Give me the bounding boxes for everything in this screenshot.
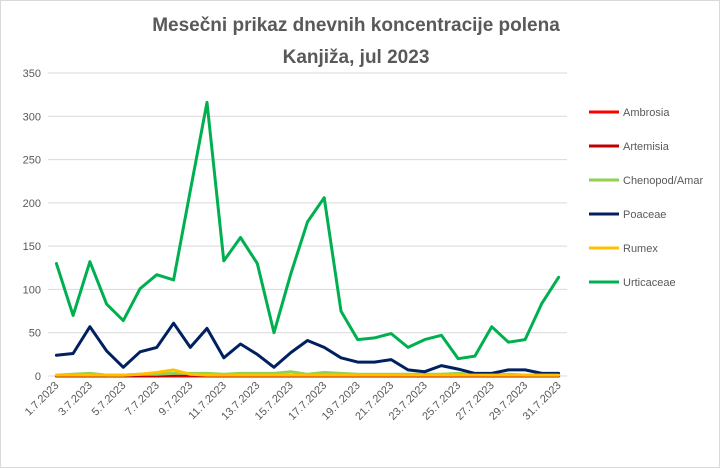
x-axis: 1.7.20233.7.20235.7.20237.7.20239.7.2023… [23, 380, 564, 423]
series-line-rumex [54, 368, 561, 377]
series-lines [54, 100, 561, 378]
y-tick-label: 150 [23, 241, 41, 253]
x-tick-label: 5.7.2023 [90, 380, 129, 419]
y-tick-label: 50 [29, 328, 41, 340]
legend-label-urticaceae: Urticaceae [623, 277, 676, 289]
chart-subtitle: Kanjiža, jul 2023 [283, 47, 430, 68]
series-line-urticaceae [54, 100, 561, 361]
series-line-poaceae [54, 321, 561, 375]
legend-label-poaceae: Poaceae [623, 209, 666, 221]
legend-label-rumex: Rumex [623, 243, 658, 255]
x-tick-label: 7.7.2023 [123, 380, 162, 419]
y-tick-label: 250 [23, 155, 41, 167]
y-tick-label: 350 [23, 68, 41, 80]
y-tick-label: 100 [23, 284, 41, 296]
x-tick-label: 1.7.2023 [23, 380, 62, 419]
y-tick-label: 300 [23, 111, 41, 123]
y-tick-label: 200 [23, 198, 41, 210]
y-axis: 0 50 100 150 200 250 300 350 [23, 68, 41, 383]
legend-label-chenopod-amar: Chenopod/Amar [623, 175, 703, 187]
legend-label-artemisia: Artemisia [623, 141, 670, 153]
chart-title: Mesečni prikaz dnevnih koncentracije pol… [152, 15, 560, 36]
legend[interactable]: Ambrosia Artemisia Chenopod/Amar Poaceae Rum… [589, 107, 703, 289]
x-tick-label: 3.7.2023 [56, 380, 95, 419]
legend-label-ambrosia: Ambrosia [623, 107, 670, 119]
y-tick-label: 0 [35, 371, 41, 383]
